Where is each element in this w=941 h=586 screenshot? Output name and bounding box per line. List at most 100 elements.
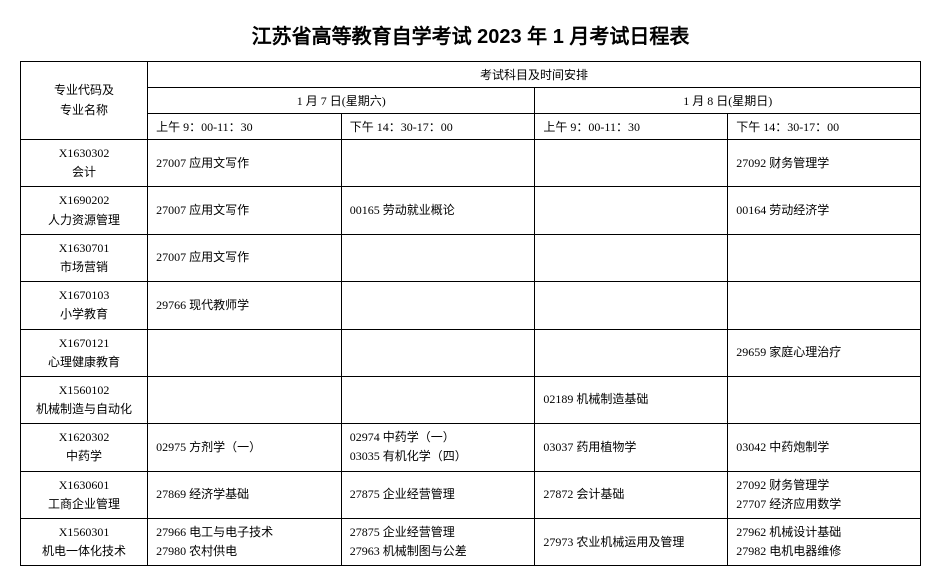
- exam-cell-slot2: 02974 中药学（一）03035 有机化学（四）: [341, 424, 535, 471]
- exam-cell-slot3: [535, 234, 728, 281]
- major-cell: X1630701市场营销: [21, 234, 148, 281]
- major-cell: X1670103小学教育: [21, 282, 148, 329]
- major-cell: X1630302会计: [21, 140, 148, 187]
- major-name: 中药学: [29, 447, 139, 466]
- header-slot2: 下午 14：30-17：00: [341, 114, 535, 140]
- exam-cell-slot4: [728, 282, 921, 329]
- exam-item: 27966 电工与电子技术: [156, 523, 333, 542]
- table-row: X1630701市场营销 27007 应用文写作: [21, 234, 921, 281]
- exam-cell-slot4: [728, 234, 921, 281]
- exam-cell-slot4: 27962 机械设计基础27982 电机电器维修: [728, 519, 921, 566]
- table-row: X1560301机电一体化技术27966 电工与电子技术27980 农村供电27…: [21, 519, 921, 566]
- header-day2: 1 月 8 日(星期日): [535, 88, 921, 114]
- exam-item: 27875 企业经营管理: [350, 523, 527, 542]
- exam-cell-slot3: 27973 农业机械运用及管理: [535, 519, 728, 566]
- exam-cell-slot1: 02975 方剂学（一）: [148, 424, 342, 471]
- exam-cell-slot1: 27966 电工与电子技术27980 农村供电: [148, 519, 342, 566]
- exam-item: 29659 家庭心理治疗: [736, 343, 912, 362]
- major-cell: X1630601工商企业管理: [21, 471, 148, 518]
- exam-cell-slot3: [535, 329, 728, 376]
- exam-cell-slot2: [341, 376, 535, 423]
- table-row: X1670103小学教育29766 现代教师学: [21, 282, 921, 329]
- exam-item: 27963 机械制图与公差: [350, 542, 527, 561]
- major-code: X1560102: [29, 381, 139, 400]
- exam-item: 27962 机械设计基础: [736, 523, 912, 542]
- exam-item: 27980 农村供电: [156, 542, 333, 561]
- header-major-label-2: 专业名称: [29, 101, 139, 120]
- exam-item: 27869 经济学基础: [156, 485, 333, 504]
- exam-cell-slot3: 03037 药用植物学: [535, 424, 728, 471]
- major-name: 工商企业管理: [29, 495, 139, 514]
- exam-item: 00165 劳动就业概论: [350, 201, 527, 220]
- table-row: X1670121心理健康教育 29659 家庭心理治疗: [21, 329, 921, 376]
- exam-item: 27872 会计基础: [543, 485, 719, 504]
- header-major: 专业代码及 专业名称: [21, 62, 148, 140]
- exam-item: 27007 应用文写作: [156, 248, 333, 267]
- major-name: 会计: [29, 163, 139, 182]
- exam-item: 27092 财务管理学: [736, 476, 912, 495]
- exam-item: 27007 应用文写作: [156, 201, 333, 220]
- major-name: 心理健康教育: [29, 353, 139, 372]
- major-code: X1670121: [29, 334, 139, 353]
- exam-cell-slot4: 29659 家庭心理治疗: [728, 329, 921, 376]
- exam-cell-slot3: 27872 会计基础: [535, 471, 728, 518]
- exam-cell-slot1: 29766 现代教师学: [148, 282, 342, 329]
- exam-cell-slot2: [341, 282, 535, 329]
- exam-cell-slot1: [148, 376, 342, 423]
- table-row: X1630302会计 27007 应用文写作 27092 财务管理学: [21, 140, 921, 187]
- major-cell: X1690202人力资源管理: [21, 187, 148, 234]
- table-header: 专业代码及 专业名称 考试科目及时间安排 1 月 7 日(星期六) 1 月 8 …: [21, 62, 921, 140]
- exam-cell-slot1: 27007 应用文写作: [148, 140, 342, 187]
- header-slot1: 上午 9：00-11：30: [148, 114, 342, 140]
- exam-cell-slot3: [535, 187, 728, 234]
- header-slot4: 下午 14：30-17：00: [728, 114, 921, 140]
- exam-item: 27707 经济应用数学: [736, 495, 912, 514]
- exam-cell-slot1: 27007 应用文写作: [148, 187, 342, 234]
- table-row: X1560102机械制造与自动化 02189 机械制造基础: [21, 376, 921, 423]
- exam-item: 02189 机械制造基础: [543, 390, 719, 409]
- exam-item: 03035 有机化学（四）: [350, 447, 527, 466]
- table-row: X1630601工商企业管理 27869 经济学基础 27875 企业经营管理 278…: [21, 471, 921, 518]
- exam-item: 02974 中药学（一）: [350, 428, 527, 447]
- major-code: X1620302: [29, 428, 139, 447]
- exam-cell-slot4: 27092 财务管理学: [728, 140, 921, 187]
- major-code: X1560301: [29, 523, 139, 542]
- exam-cell-slot1: 27869 经济学基础: [148, 471, 342, 518]
- major-name: 机械制造与自动化: [29, 400, 139, 419]
- exam-cell-slot4: 27092 财务管理学27707 经济应用数学: [728, 471, 921, 518]
- exam-cell-slot3: [535, 140, 728, 187]
- major-cell: X1560102机械制造与自动化: [21, 376, 148, 423]
- exam-cell-slot4: 03042 中药炮制学: [728, 424, 921, 471]
- exam-cell-slot3: 02189 机械制造基础: [535, 376, 728, 423]
- exam-cell-slot1: [148, 329, 342, 376]
- exam-item: 27982 电机电器维修: [736, 542, 912, 561]
- exam-cell-slot4: 00164 劳动经济学: [728, 187, 921, 234]
- schedule-table: 专业代码及 专业名称 考试科目及时间安排 1 月 7 日(星期六) 1 月 8 …: [20, 61, 921, 566]
- major-code: X1690202: [29, 191, 139, 210]
- exam-cell-slot2: 27875 企业经营管理: [341, 471, 535, 518]
- header-slot3: 上午 9：00-11：30: [535, 114, 728, 140]
- page-title: 江苏省高等教育自学考试 2023 年 1 月考试日程表: [20, 20, 921, 49]
- exam-item: 27875 企业经营管理: [350, 485, 527, 504]
- major-code: X1630701: [29, 239, 139, 258]
- exam-item: 27092 财务管理学: [736, 154, 912, 173]
- major-code: X1630302: [29, 144, 139, 163]
- exam-item: 27973 农业机械运用及管理: [543, 533, 719, 552]
- major-code: X1630601: [29, 476, 139, 495]
- exam-item: 02975 方剂学（一）: [156, 438, 333, 457]
- exam-cell-slot3: [535, 282, 728, 329]
- exam-cell-slot2: [341, 234, 535, 281]
- major-name: 市场营销: [29, 258, 139, 277]
- exam-cell-slot2: 00165 劳动就业概论: [341, 187, 535, 234]
- exam-cell-slot4: [728, 376, 921, 423]
- exam-item: 27007 应用文写作: [156, 154, 333, 173]
- exam-item: 00164 劳动经济学: [736, 201, 912, 220]
- exam-cell-slot2: [341, 329, 535, 376]
- exam-item: 03037 药用植物学: [543, 438, 719, 457]
- table-row: X1620302中药学 02975 方剂学（一） 02974 中药学（一）03035…: [21, 424, 921, 471]
- header-day1: 1 月 7 日(星期六): [148, 88, 535, 114]
- major-name: 人力资源管理: [29, 211, 139, 230]
- exam-item: 03042 中药炮制学: [736, 438, 912, 457]
- exam-cell-slot1: 27007 应用文写作: [148, 234, 342, 281]
- header-major-label-1: 专业代码及: [29, 81, 139, 100]
